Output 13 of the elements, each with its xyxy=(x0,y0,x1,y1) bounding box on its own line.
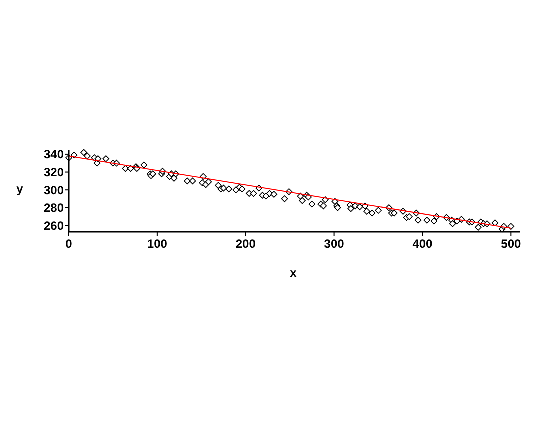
x-tick-label: 0 xyxy=(66,237,73,251)
x-tick-label: 100 xyxy=(147,237,168,251)
x-tick-label: 500 xyxy=(501,237,522,251)
x-tick-label: 400 xyxy=(412,237,434,251)
y-tick-label: 260 xyxy=(44,218,64,233)
x-tick-label: 200 xyxy=(236,237,256,251)
y-tick-label: 320 xyxy=(44,165,64,180)
y-tick-label: 300 xyxy=(44,183,64,198)
y-tick-label: 280 xyxy=(44,201,64,216)
y-axis-title: y xyxy=(16,182,24,196)
x-axis-title: x xyxy=(290,266,298,280)
x-tick-label: 300 xyxy=(324,237,345,251)
y-tick-label: 340 xyxy=(44,148,64,162)
